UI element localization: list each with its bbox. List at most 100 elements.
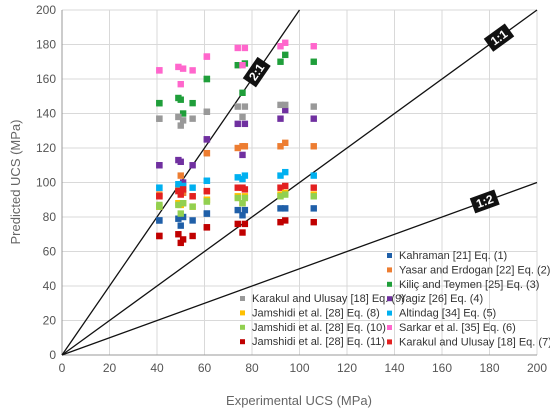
x-tick-label: 100 bbox=[289, 361, 309, 375]
reference-line-badge: 2:1 bbox=[242, 56, 271, 88]
data-point bbox=[175, 231, 182, 238]
x-tick-label: 180 bbox=[479, 361, 499, 375]
x-tick-label: 200 bbox=[527, 361, 547, 375]
data-point bbox=[179, 179, 187, 186]
legend-marker bbox=[387, 267, 392, 273]
x-axis-title: Experimental UCS (MPa) bbox=[226, 393, 372, 408]
data-point bbox=[156, 201, 163, 209]
reference-lines: 2:1 1:1 1:2 bbox=[61, 9, 538, 356]
reference-line-badge-bg bbox=[242, 56, 271, 88]
data-point bbox=[310, 205, 317, 212]
legend-marker bbox=[387, 296, 392, 302]
data-point bbox=[177, 172, 184, 179]
x-tick-label: 160 bbox=[432, 361, 452, 375]
data-point bbox=[189, 184, 196, 191]
reference-line-badge-bg bbox=[469, 189, 500, 214]
data-point bbox=[277, 115, 284, 122]
data-point bbox=[277, 143, 284, 150]
data-point bbox=[234, 184, 241, 191]
data-point bbox=[234, 174, 241, 181]
data-point bbox=[175, 201, 182, 209]
data-point bbox=[234, 44, 241, 52]
data-point bbox=[175, 63, 182, 71]
data-point bbox=[175, 181, 182, 188]
data-point bbox=[189, 162, 196, 169]
data-point bbox=[203, 108, 211, 115]
data-point bbox=[234, 144, 241, 152]
y-tick-label: 20 bbox=[43, 314, 57, 328]
legend-marker bbox=[240, 324, 245, 330]
data-point bbox=[203, 198, 211, 205]
data-point bbox=[156, 162, 163, 169]
reference-line-label: 1:2 bbox=[474, 192, 495, 211]
x-tick-label: 40 bbox=[150, 361, 164, 375]
data-point bbox=[234, 120, 241, 128]
y-tick-label: 100 bbox=[36, 176, 56, 190]
data-point bbox=[277, 184, 284, 191]
legend-entry: Karakul and Ulusay [18] Eq. (9) bbox=[252, 293, 405, 305]
legend-entry: Kiliç and Teymen [25] Eq. (3) bbox=[399, 279, 539, 291]
data-point bbox=[189, 203, 196, 210]
data-point bbox=[177, 210, 184, 217]
data-point bbox=[241, 220, 249, 228]
data-point bbox=[177, 80, 184, 88]
data-point bbox=[189, 99, 196, 107]
data-point bbox=[156, 99, 163, 107]
data-point bbox=[277, 193, 284, 200]
legend-marker bbox=[240, 310, 245, 316]
data-point bbox=[203, 187, 211, 195]
x-tick-label: 140 bbox=[384, 361, 404, 375]
data-point bbox=[282, 182, 289, 190]
data-point bbox=[175, 215, 182, 222]
reference-line-badge-bg bbox=[483, 23, 515, 52]
data-point bbox=[239, 212, 246, 219]
data-point bbox=[203, 53, 211, 60]
data-point bbox=[156, 115, 163, 122]
reference-line-1-to-2 bbox=[61, 181, 538, 356]
data-point bbox=[310, 193, 317, 200]
data-point bbox=[177, 96, 184, 103]
y-tick-label: 0 bbox=[49, 348, 56, 362]
data-point bbox=[175, 184, 182, 191]
data-point bbox=[203, 177, 211, 184]
data-point bbox=[179, 186, 187, 193]
data-point bbox=[203, 75, 211, 83]
y-tick-label: 60 bbox=[43, 245, 57, 259]
data-point bbox=[241, 172, 249, 179]
data-points bbox=[156, 39, 317, 247]
series-sarkar-et-al-35-eq-6- bbox=[156, 39, 317, 88]
data-point bbox=[179, 213, 187, 221]
legend-entry: Jamshidi et al. [28] Eq. (11) bbox=[252, 336, 385, 348]
legend-marker bbox=[387, 325, 392, 330]
legend-marker bbox=[387, 281, 392, 287]
data-point bbox=[241, 143, 249, 150]
legend-entry: Sarkar et al. [35] Eq. (6) bbox=[399, 322, 516, 334]
data-point bbox=[234, 220, 241, 228]
data-point bbox=[239, 200, 246, 207]
data-point bbox=[203, 136, 211, 143]
data-point bbox=[189, 67, 196, 74]
data-point bbox=[310, 58, 317, 65]
data-point bbox=[177, 191, 184, 198]
y-tick-label: 160 bbox=[36, 72, 56, 86]
reference-line-badge: 1:1 bbox=[483, 23, 515, 52]
series-karakul-and-ulusay-18-eq-9- bbox=[156, 101, 317, 129]
data-point bbox=[179, 65, 187, 72]
data-point bbox=[310, 143, 317, 150]
data-point bbox=[156, 184, 163, 191]
data-point bbox=[203, 224, 211, 231]
data-point bbox=[277, 218, 284, 226]
data-point bbox=[282, 139, 289, 147]
legend-entry: Yagiz [26] Eq. (4) bbox=[399, 293, 483, 305]
data-point bbox=[177, 239, 184, 247]
data-point bbox=[277, 101, 284, 109]
data-point bbox=[189, 217, 196, 224]
series-jamshidi-et-al-28-eq-10- bbox=[156, 191, 317, 217]
data-point bbox=[203, 149, 211, 157]
axes: 0 20 40 60 80 100 120 140 160 180 200 0 20 40 60 80 100 1… bbox=[36, 3, 547, 375]
data-point bbox=[310, 172, 317, 179]
data-point bbox=[239, 89, 246, 96]
data-point bbox=[156, 217, 163, 224]
data-point bbox=[241, 206, 249, 214]
data-point bbox=[179, 182, 187, 190]
